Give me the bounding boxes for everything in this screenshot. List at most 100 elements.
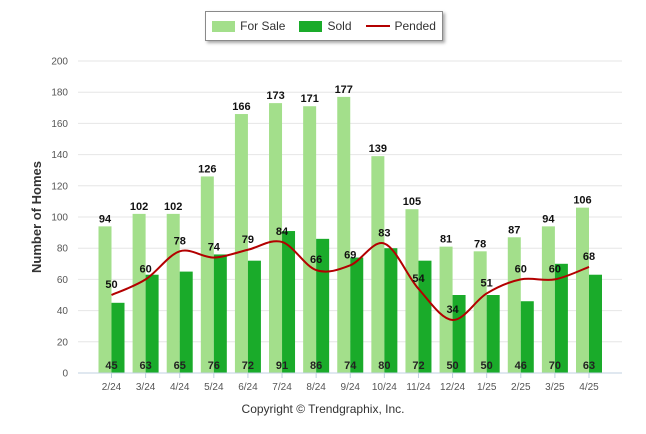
bar-sold: [179, 271, 193, 373]
bar-for-sale: [405, 209, 419, 373]
bar-sold: [589, 274, 602, 373]
label-sold: 63: [583, 360, 595, 372]
legend-item-sold[interactable]: Sold: [299, 19, 352, 33]
bar-for-sale: [234, 114, 248, 373]
bar-sold: [384, 248, 398, 373]
label-sold: 63: [139, 360, 151, 372]
bar-for-sale: [576, 207, 589, 373]
y-tick-label: 140: [51, 150, 68, 161]
label-pended: 69: [344, 249, 356, 261]
bar-for-sale: [507, 237, 521, 373]
legend: For Sale Sold Pended: [205, 11, 443, 41]
x-tick-label: 9/24: [341, 382, 361, 393]
label-pended: 79: [242, 234, 254, 246]
label-sold: 46: [515, 360, 527, 372]
bar-for-sale: [541, 226, 555, 373]
label-pended: 60: [549, 263, 561, 275]
label-for-sale: 105: [403, 196, 421, 208]
bar-sold: [282, 231, 296, 373]
y-axis-ticks: 0 20 40 60 80 100 120 140 160 180 200: [51, 57, 68, 380]
x-tick-label: 10/24: [372, 382, 397, 393]
x-tick-label: 2/24: [102, 382, 122, 393]
x-tick-label: 1/25: [477, 382, 497, 393]
bar-sold: [486, 295, 500, 373]
label-for-sale: 94: [99, 213, 112, 225]
label-for-sale: 171: [300, 93, 318, 105]
bar-for-sale: [473, 251, 487, 373]
bar-for-sale: [371, 156, 385, 373]
bar-for-sale: [303, 106, 317, 374]
label-for-sale: 102: [130, 201, 148, 213]
sold-swatch: [299, 20, 323, 32]
bar-sold: [213, 254, 227, 373]
label-for-sale: 81: [440, 234, 452, 246]
label-for-sale: 78: [474, 238, 486, 250]
data-labels: 94 45 102 63 102 65 126 76 166 72 173 91 171 86 177 74 1…: [99, 84, 595, 372]
bar-for-sale: [439, 246, 453, 373]
x-tick-label: 5/24: [204, 382, 224, 393]
y-tick-label: 80: [57, 244, 69, 255]
y-tick-label: 100: [51, 213, 68, 224]
x-tick-label: 8/24: [306, 382, 326, 393]
label-for-sale: 102: [164, 201, 182, 213]
label-pended: 60: [515, 263, 527, 275]
pended-series-line: [111, 240, 590, 321]
y-tick-label: 20: [57, 337, 69, 348]
pended-swatch: [365, 25, 390, 27]
for-sale-swatch: [212, 20, 236, 32]
bar-for-sale: [132, 213, 146, 373]
label-pended: 60: [139, 263, 151, 275]
legend-item-for-sale[interactable]: For Sale: [212, 19, 285, 33]
label-sold: 80: [378, 360, 390, 372]
label-pended: 54: [412, 273, 425, 285]
bar-for-sale: [98, 226, 112, 373]
label-sold: 72: [242, 360, 254, 372]
bars: [98, 96, 602, 374]
label-sold: 74: [344, 360, 357, 372]
label-pended: 51: [481, 277, 493, 289]
label-sold: 50: [481, 360, 493, 372]
label-pended: 84: [276, 226, 289, 238]
label-for-sale: 106: [573, 195, 591, 207]
y-tick-label: 160: [51, 119, 68, 130]
bar-sold: [111, 302, 125, 373]
bar-sold: [247, 260, 261, 373]
x-tick-label: 6/24: [238, 382, 258, 393]
label-for-sale: 126: [198, 163, 216, 175]
label-sold: 50: [446, 360, 458, 372]
x-tick-label: 4/25: [579, 382, 599, 393]
x-tick-label: 2/25: [511, 382, 531, 393]
y-tick-label: 120: [51, 181, 68, 192]
legend-label-sold: Sold: [327, 19, 352, 33]
x-axis-ticks: 2/24 3/24 4/24 5/24 6/24 7/24 8/24 9/24 10/24 11/…: [102, 373, 599, 393]
label-for-sale: 173: [266, 90, 284, 102]
bar-for-sale: [337, 96, 351, 373]
y-tick-label: 0: [62, 369, 68, 380]
legend-label-pended: Pended: [394, 19, 436, 33]
label-pended: 78: [174, 235, 186, 247]
y-tick-label: 200: [51, 57, 68, 68]
bar-sold: [554, 263, 568, 373]
label-pended: 66: [310, 254, 322, 266]
label-for-sale: 177: [335, 84, 353, 96]
bar-for-sale: [200, 176, 214, 373]
y-axis-label: Number of Homes: [29, 161, 44, 273]
label-pended: 50: [105, 279, 117, 291]
bar-sold: [350, 257, 364, 373]
bar-sold: [418, 260, 432, 373]
y-tick-label: 40: [57, 306, 69, 317]
bar-for-sale: [269, 103, 283, 374]
label-sold: 65: [174, 360, 186, 372]
legend-label-for-sale: For Sale: [240, 19, 286, 33]
label-for-sale: 139: [369, 143, 387, 155]
x-tick-label: 3/24: [136, 382, 156, 393]
x-tick-label: 7/24: [272, 382, 292, 393]
label-sold: 72: [412, 360, 424, 372]
label-for-sale: 166: [232, 101, 250, 113]
label-pended: 74: [208, 242, 221, 254]
legend-item-pended[interactable]: Pended: [365, 19, 436, 33]
y-tick-label: 60: [57, 275, 69, 286]
x-tick-label: 4/24: [170, 382, 190, 393]
label-pended: 34: [446, 304, 459, 316]
label-pended: 83: [378, 228, 390, 240]
